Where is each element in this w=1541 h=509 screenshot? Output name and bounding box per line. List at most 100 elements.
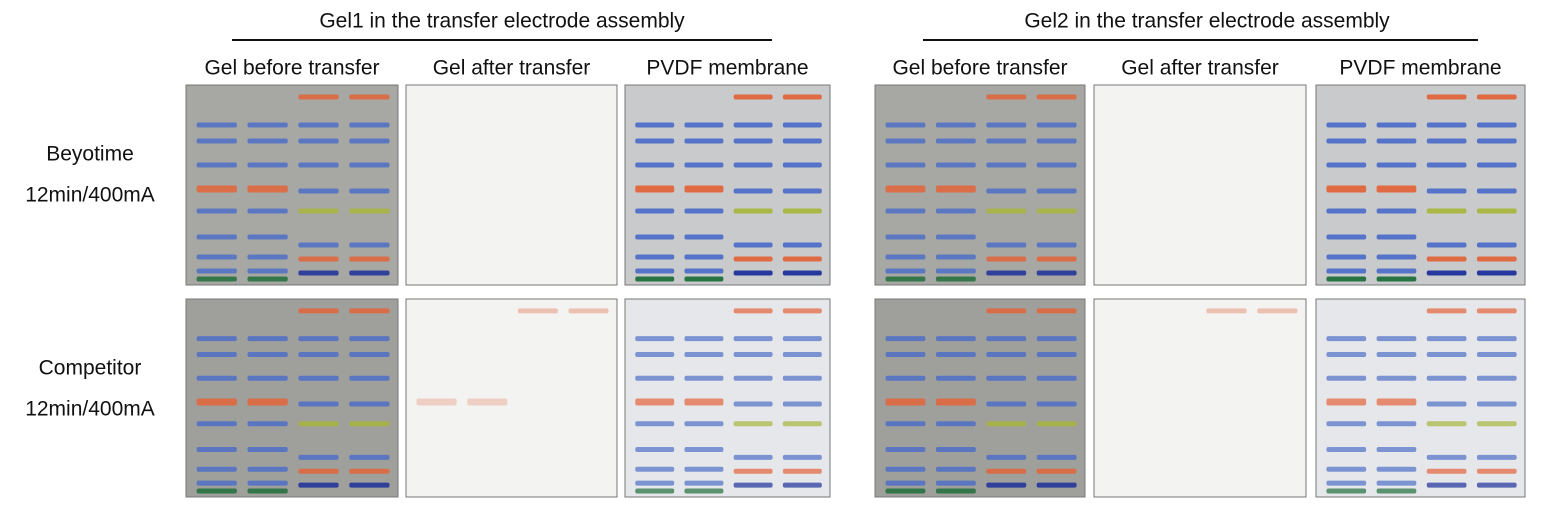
- band: [684, 488, 724, 494]
- column-header: Gel after transfer: [1121, 57, 1279, 80]
- band: [635, 351, 675, 357]
- band: [782, 122, 822, 128]
- gel-panel: [624, 298, 831, 498]
- band: [782, 138, 822, 144]
- band: [247, 234, 288, 240]
- band: [247, 138, 288, 144]
- band: [1326, 185, 1367, 193]
- band: [935, 398, 976, 406]
- band: [1476, 270, 1517, 276]
- band: [782, 242, 822, 248]
- band: [782, 375, 822, 381]
- band: [196, 351, 237, 357]
- band: [349, 454, 390, 460]
- band: [986, 421, 1027, 427]
- band: [247, 268, 288, 274]
- band: [1376, 446, 1417, 452]
- band: [1476, 468, 1517, 474]
- band: [684, 162, 724, 168]
- band: [196, 446, 237, 452]
- band: [349, 256, 390, 262]
- band: [1206, 308, 1247, 314]
- gel-panel: [1315, 84, 1526, 286]
- band: [349, 351, 390, 357]
- band: [196, 466, 237, 472]
- band: [733, 421, 773, 427]
- gel-panel: [1093, 84, 1307, 286]
- band: [1326, 375, 1367, 381]
- group-title: Gel2 in the transfer electrode assembly: [1024, 10, 1390, 33]
- band: [1376, 208, 1417, 214]
- band: [885, 488, 926, 494]
- band: [1036, 468, 1077, 474]
- band: [247, 446, 288, 452]
- band: [298, 94, 339, 100]
- band: [635, 122, 675, 128]
- column-header: PVDF membrane: [646, 57, 808, 80]
- band: [733, 468, 773, 474]
- band: [349, 122, 390, 128]
- band: [935, 185, 976, 193]
- row-label: 12min/400mA: [25, 184, 155, 207]
- band: [885, 254, 926, 260]
- band: [1326, 208, 1367, 214]
- band: [1036, 270, 1077, 276]
- band: [247, 466, 288, 472]
- band: [247, 254, 288, 260]
- band: [298, 454, 339, 460]
- band: [196, 398, 237, 406]
- band: [1476, 454, 1517, 460]
- band: [1426, 208, 1467, 214]
- band: [1426, 122, 1467, 128]
- band: [986, 482, 1027, 488]
- band: [935, 375, 976, 381]
- band: [1476, 375, 1517, 381]
- band: [349, 336, 390, 342]
- band: [247, 276, 288, 282]
- band: [1426, 468, 1467, 474]
- band: [298, 336, 339, 342]
- band: [935, 138, 976, 144]
- band: [349, 94, 390, 100]
- band: [935, 268, 976, 274]
- band: [885, 351, 926, 357]
- band: [1326, 268, 1367, 274]
- band: [1376, 488, 1417, 494]
- band: [733, 188, 773, 194]
- band: [1036, 256, 1077, 262]
- band: [298, 421, 339, 427]
- band: [635, 138, 675, 144]
- band: [247, 336, 288, 342]
- band: [782, 454, 822, 460]
- band: [635, 268, 675, 274]
- band: [782, 188, 822, 194]
- band: [635, 421, 675, 427]
- gel-panel: [874, 298, 1086, 498]
- band: [349, 308, 390, 314]
- band: [1426, 256, 1467, 262]
- band: [935, 351, 976, 357]
- band: [885, 375, 926, 381]
- band: [1326, 122, 1367, 128]
- band: [782, 336, 822, 342]
- band: [885, 421, 926, 427]
- band: [684, 185, 724, 193]
- band: [684, 208, 724, 214]
- band: [733, 482, 773, 488]
- band: [733, 208, 773, 214]
- band: [635, 446, 675, 452]
- band: [733, 122, 773, 128]
- band: [1036, 208, 1077, 214]
- band: [1036, 401, 1077, 407]
- band: [1326, 162, 1367, 168]
- band: [684, 466, 724, 472]
- band: [635, 208, 675, 214]
- band: [298, 242, 339, 248]
- band: [986, 208, 1027, 214]
- band: [885, 234, 926, 240]
- band: [935, 122, 976, 128]
- band: [1376, 122, 1417, 128]
- band: [1036, 94, 1077, 100]
- band: [1426, 162, 1467, 168]
